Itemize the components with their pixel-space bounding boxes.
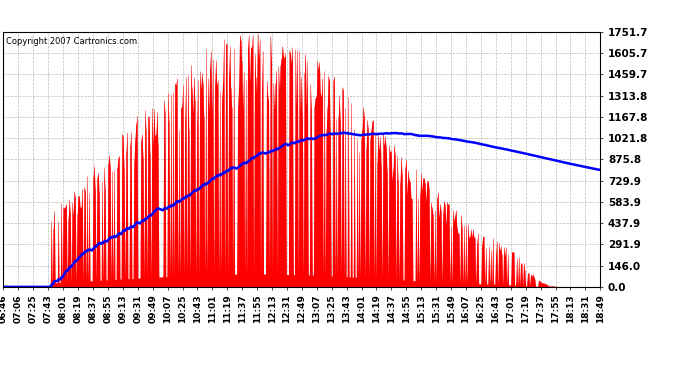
Text: Copyright 2007 Cartronics.com: Copyright 2007 Cartronics.com xyxy=(6,37,137,46)
Text: East Array Actual Power (red) & Running Average Power (blue) (Watts)  Mon Mar 26: East Array Actual Power (red) & Running … xyxy=(3,8,640,21)
